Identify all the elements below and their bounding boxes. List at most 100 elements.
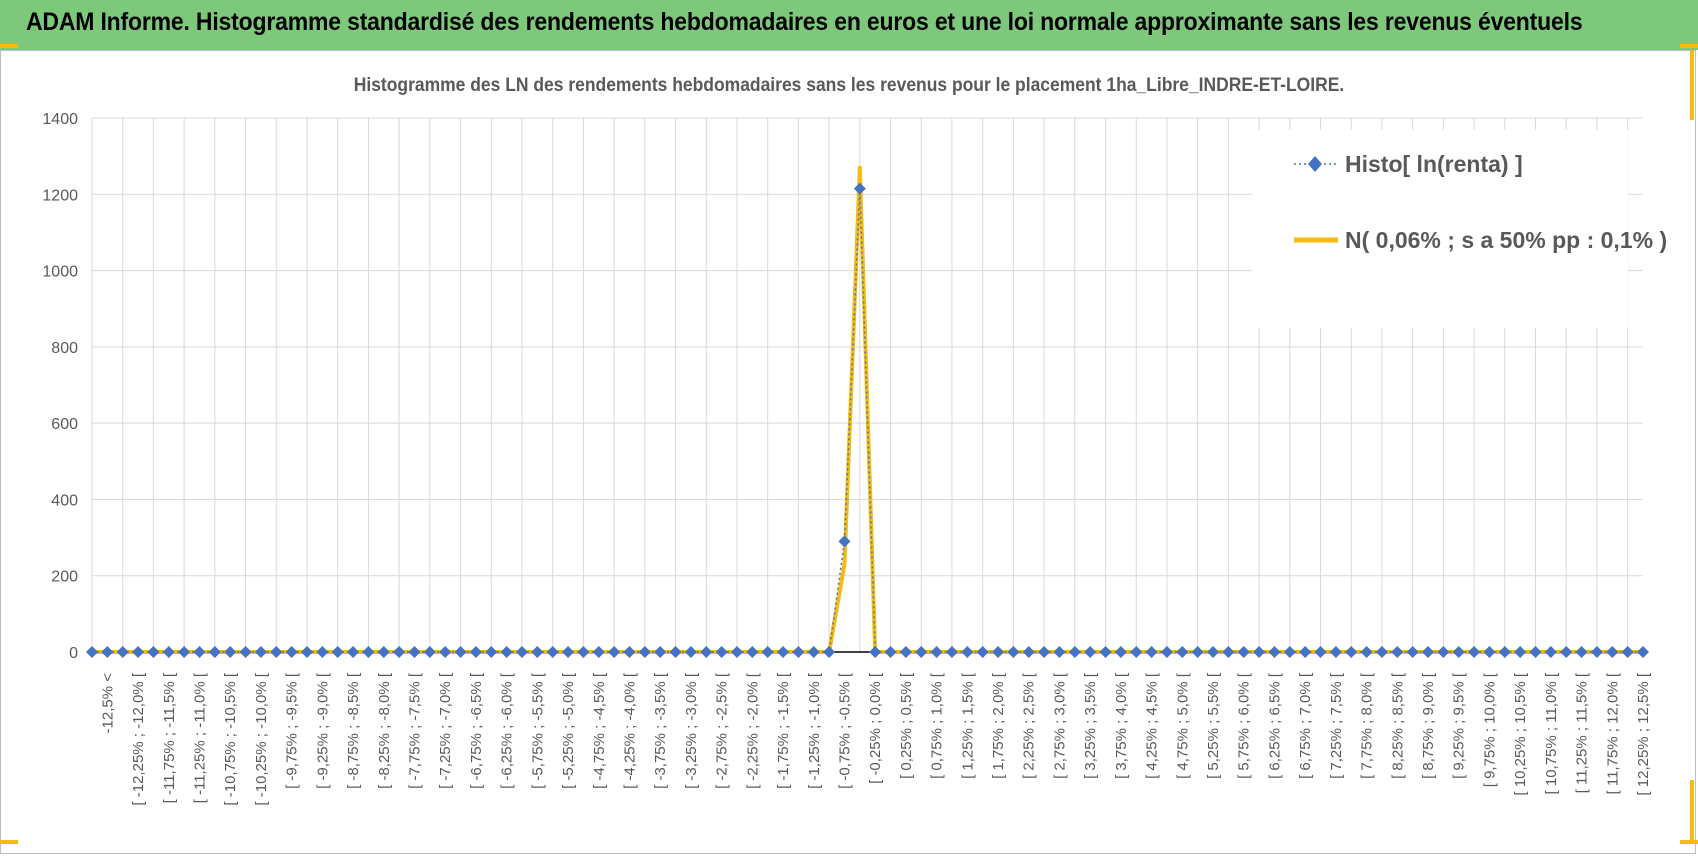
histo-point bbox=[1406, 646, 1419, 658]
histo-point bbox=[1483, 646, 1496, 658]
histo-point bbox=[623, 646, 636, 658]
x-tick-label: [ -2,25% ; -2,0% [ bbox=[744, 672, 761, 789]
corner-mark-right-lower-side bbox=[1690, 780, 1694, 840]
histo-point bbox=[1160, 646, 1173, 658]
histo-point bbox=[1360, 646, 1373, 658]
y-tick-label: 0 bbox=[69, 645, 78, 662]
histo-point bbox=[700, 646, 713, 658]
histo-point bbox=[746, 646, 759, 658]
histo-point bbox=[1637, 646, 1649, 658]
x-tick-label: [ 3,25% ; 3,5% [ bbox=[1082, 672, 1099, 779]
x-tick-label: [ 5,25% ; 5,5% [ bbox=[1205, 672, 1222, 779]
histo-point bbox=[408, 646, 421, 658]
x-tick-label: [ -5,75% ; -5,5% [ bbox=[529, 672, 546, 789]
x-tick-label: -12,5% < bbox=[99, 673, 116, 734]
histo-point bbox=[101, 646, 114, 658]
histo-point bbox=[485, 646, 498, 658]
histo-point bbox=[1053, 646, 1066, 658]
histo-point bbox=[1621, 646, 1634, 658]
legend-normal-label: N( 0,06% ; s a 50% pp : 0,1% ) bbox=[1345, 227, 1667, 253]
x-tick-label: [ -8,75% ; -8,5% [ bbox=[345, 672, 362, 789]
histo-point bbox=[1345, 646, 1358, 658]
histo-point bbox=[1498, 646, 1511, 658]
histo-point bbox=[178, 646, 191, 658]
x-tick-label: [ 7,25% ; 7,5% [ bbox=[1328, 672, 1345, 779]
chart-title: Histogramme des LN des rendements hebdom… bbox=[354, 73, 1345, 95]
histo-point bbox=[1422, 646, 1435, 658]
histo-point bbox=[1130, 646, 1143, 658]
histo-point bbox=[285, 646, 298, 658]
x-tick-label: [ 10,75% ; 11,0% [ bbox=[1543, 672, 1560, 794]
histo-point bbox=[1514, 646, 1527, 658]
corner-mark-right-side bbox=[1690, 50, 1694, 120]
histo-point bbox=[132, 646, 145, 658]
histo-point bbox=[592, 646, 605, 658]
histo-point bbox=[1068, 646, 1081, 658]
histo-point bbox=[1590, 646, 1603, 658]
y-axis-tick-labels: 0 200 400 600 800 1000 1200 1400 bbox=[42, 111, 78, 662]
histo-point bbox=[500, 646, 513, 658]
histo-point bbox=[300, 646, 313, 658]
histo-point bbox=[1391, 646, 1404, 658]
x-tick-label: [ -1,25% ; -1,0% [ bbox=[806, 672, 823, 789]
histo-point bbox=[638, 646, 651, 658]
x-tick-label: [ 8,25% ; 8,5% [ bbox=[1389, 672, 1406, 779]
x-tick-label: [ -5,25% ; -5,0% [ bbox=[560, 672, 577, 789]
x-tick-label: [ -9,25% ; -9,0% [ bbox=[314, 672, 331, 789]
histo-point bbox=[899, 646, 912, 658]
histo-point bbox=[347, 646, 360, 658]
histo-point bbox=[1022, 646, 1035, 658]
histo-point bbox=[193, 646, 206, 658]
x-tick-label: [ -3,25% ; -3,0% [ bbox=[683, 672, 700, 789]
histo-point bbox=[669, 646, 682, 658]
histo-point bbox=[1375, 646, 1388, 658]
histo-point bbox=[1007, 646, 1020, 658]
x-axis-tick-labels: -12,5% < [ -12,25% ; -12,0% [[ -11,75% ; … bbox=[99, 672, 1652, 805]
x-tick-label: [ -4,75% ; -4,5% [ bbox=[591, 672, 608, 789]
x-tick-label: [ -3,75% ; -3,5% [ bbox=[652, 672, 669, 789]
x-tick-label: [ -10,25% ; -10,0% [ bbox=[253, 672, 270, 805]
x-tick-label: [ -11,25% ; -11,0% [ bbox=[191, 672, 208, 803]
histo-point bbox=[454, 646, 467, 658]
x-tick-label: [ -6,25% ; -6,0% [ bbox=[499, 672, 516, 789]
legend: Histo[ ln(renta) ] N( 0,06% ; s a 50% pp… bbox=[1252, 130, 1667, 328]
histogram-chart: Histogramme des LN des rendements hebdom… bbox=[42, 73, 1667, 805]
histo-point bbox=[316, 646, 329, 658]
x-tick-label: [ 4,25% ; 4,5% [ bbox=[1144, 672, 1161, 779]
y-tick-label: 800 bbox=[51, 340, 78, 357]
x-tick-label: [ 1,25% ; 1,5% [ bbox=[959, 672, 976, 779]
x-tick-label: [ -1,75% ; -1,5% [ bbox=[775, 672, 792, 789]
x-tick-label: [ 3,75% ; 4,0% [ bbox=[1113, 672, 1130, 779]
x-tick-label: [ -2,75% ; -2,5% [ bbox=[714, 672, 731, 789]
x-tick-label: [ 2,75% ; 3,0% [ bbox=[1051, 672, 1068, 779]
histo-point bbox=[1575, 646, 1588, 658]
histo-point bbox=[608, 646, 621, 658]
report-banner: ADAM Informe. Histogramme standardisé de… bbox=[0, 0, 1698, 50]
histo-point bbox=[1268, 646, 1281, 658]
histo-point bbox=[976, 646, 989, 658]
histo-point bbox=[777, 646, 790, 658]
y-tick-label: 1200 bbox=[42, 187, 78, 204]
histo-point bbox=[393, 646, 406, 658]
x-tick-label: [ -12,25% ; -12,0% [ bbox=[130, 672, 147, 805]
corner-mark-right-top bbox=[1680, 44, 1698, 48]
corner-mark-left-bottom bbox=[0, 840, 18, 844]
histo-point bbox=[807, 646, 820, 658]
x-tick-label: [ -7,75% ; -7,5% [ bbox=[406, 672, 423, 789]
histo-point bbox=[469, 646, 482, 658]
histo-point bbox=[1207, 646, 1220, 658]
histo-point bbox=[377, 646, 390, 658]
histo-point bbox=[1452, 646, 1465, 658]
histo-point bbox=[1099, 646, 1112, 658]
histo-point bbox=[546, 646, 559, 658]
histo-point bbox=[730, 646, 743, 658]
histo-point bbox=[853, 182, 866, 195]
histo-point bbox=[515, 646, 528, 658]
histo-point bbox=[884, 646, 897, 658]
x-tick-label: [ 2,25% ; 2,5% [ bbox=[1021, 672, 1038, 779]
histo-point bbox=[423, 646, 436, 658]
corner-mark-right-bottom bbox=[1680, 840, 1698, 844]
x-tick-label: [ -0,25% ; 0,0% [ bbox=[867, 672, 884, 784]
histo-point bbox=[1299, 646, 1312, 658]
x-tick-label: [ -0,75% ; -0,5% [ bbox=[836, 672, 853, 789]
